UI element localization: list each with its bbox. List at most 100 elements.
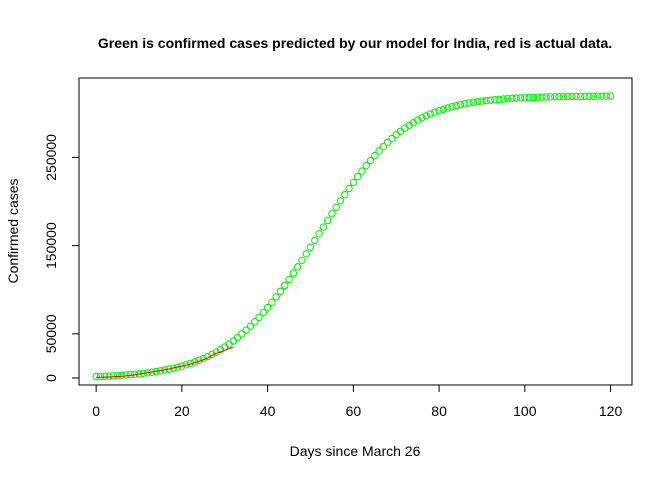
predicted-point bbox=[542, 93, 550, 101]
predicted-point bbox=[143, 369, 152, 377]
predicted-point bbox=[371, 151, 379, 160]
predicted-point bbox=[568, 92, 576, 101]
predicted-point bbox=[302, 250, 310, 258]
predicted-point bbox=[413, 116, 422, 124]
predicted-point bbox=[122, 371, 130, 379]
predicted-point bbox=[465, 99, 473, 107]
x-axis-label: Days since March 26 bbox=[290, 443, 421, 459]
predicted-point bbox=[383, 138, 392, 147]
predicted-point bbox=[499, 95, 508, 103]
predicted-point bbox=[581, 92, 589, 101]
predicted-point bbox=[336, 197, 345, 205]
predicted-point bbox=[113, 371, 122, 380]
y-tick-label: 250000 bbox=[43, 134, 59, 181]
predicted-point bbox=[448, 103, 456, 111]
predicted-point bbox=[431, 108, 439, 116]
predicted-point bbox=[426, 110, 435, 118]
predicted-point bbox=[555, 93, 563, 101]
predicted-point bbox=[456, 101, 465, 109]
predicted-point bbox=[366, 156, 375, 165]
predicted-point bbox=[482, 96, 490, 105]
x-tick-label: 80 bbox=[431, 403, 447, 419]
predicted-point bbox=[538, 93, 546, 101]
predicted-point bbox=[263, 303, 272, 312]
plot-box bbox=[78, 77, 633, 386]
predicted-point bbox=[422, 112, 430, 120]
x-tick-label: 60 bbox=[346, 403, 362, 419]
predicted-point bbox=[469, 98, 478, 107]
predicted-point bbox=[495, 95, 503, 104]
predicted-point bbox=[276, 287, 285, 296]
predicted-point bbox=[341, 190, 349, 199]
y-axis: 0 50000 150000 250000 bbox=[43, 134, 80, 382]
predicted-point bbox=[319, 223, 328, 231]
predicted-point bbox=[598, 92, 606, 100]
predicted-point bbox=[435, 106, 443, 115]
predicted-point bbox=[251, 318, 259, 326]
predicted-point bbox=[439, 105, 448, 113]
y-tick-label: 0 bbox=[43, 374, 59, 382]
predicted-point bbox=[551, 93, 559, 101]
predicted-point bbox=[418, 114, 426, 122]
predicted-point bbox=[92, 372, 100, 381]
predicted-point bbox=[564, 92, 572, 101]
predicted-point bbox=[461, 100, 469, 108]
predicted-point bbox=[285, 275, 293, 284]
predicted-point bbox=[349, 178, 358, 187]
predicted-point bbox=[96, 372, 105, 381]
predicted-point bbox=[452, 102, 460, 110]
predicted-point bbox=[576, 92, 585, 101]
x-tick-label: 100 bbox=[513, 403, 537, 419]
x-tick-label: 0 bbox=[92, 403, 100, 419]
predicted-point bbox=[242, 326, 250, 334]
predicted-point bbox=[559, 92, 568, 101]
predicted-point bbox=[101, 372, 109, 380]
predicted-point bbox=[396, 127, 405, 136]
predicted-point bbox=[585, 92, 593, 100]
predicted-point bbox=[311, 236, 319, 245]
predicted-point bbox=[178, 362, 186, 370]
predicted-point bbox=[233, 333, 242, 342]
predicted-point bbox=[208, 350, 216, 359]
predicted-point bbox=[375, 147, 383, 155]
predicted-point bbox=[293, 263, 302, 271]
x-axis: 0 20 40 60 80 100 120 bbox=[92, 384, 622, 419]
y-tick-label: 150000 bbox=[43, 222, 59, 269]
predicted-point bbox=[572, 92, 580, 101]
predicted-point bbox=[473, 98, 482, 106]
predicted-point bbox=[268, 298, 276, 307]
predicted-point bbox=[289, 269, 298, 277]
predicted-point bbox=[238, 330, 246, 338]
predicted-point bbox=[259, 308, 268, 317]
predicted-point bbox=[533, 93, 542, 101]
predicted-point bbox=[105, 372, 113, 380]
predicted-point bbox=[589, 92, 598, 100]
actual-data-line bbox=[96, 346, 234, 378]
predicted-point bbox=[379, 142, 388, 151]
predicted-point bbox=[546, 93, 555, 101]
y-axis-label: Confirmed cases bbox=[5, 178, 21, 283]
predicted-point bbox=[358, 167, 366, 175]
predicted-point bbox=[516, 94, 525, 102]
predicted-point bbox=[169, 364, 178, 372]
predicted-point bbox=[165, 365, 173, 373]
predicted-point bbox=[525, 93, 533, 102]
predicted-point bbox=[109, 372, 117, 380]
predicted-point bbox=[353, 172, 362, 181]
predicted-point bbox=[328, 210, 336, 218]
predicted-point bbox=[443, 104, 452, 112]
x-tick-label: 40 bbox=[260, 403, 276, 419]
predicted-point bbox=[345, 184, 353, 193]
predicted-point bbox=[298, 256, 306, 265]
predicted-point bbox=[229, 337, 238, 345]
predicted-point bbox=[388, 134, 396, 143]
predicted-point bbox=[529, 93, 538, 102]
predicted-point bbox=[392, 131, 400, 139]
predicted-point bbox=[512, 94, 520, 102]
predicted-point bbox=[255, 313, 263, 322]
predicted-point bbox=[246, 322, 255, 330]
predicted-point bbox=[306, 243, 315, 251]
x-tick-label: 20 bbox=[174, 403, 190, 419]
predicted-point bbox=[409, 118, 418, 127]
